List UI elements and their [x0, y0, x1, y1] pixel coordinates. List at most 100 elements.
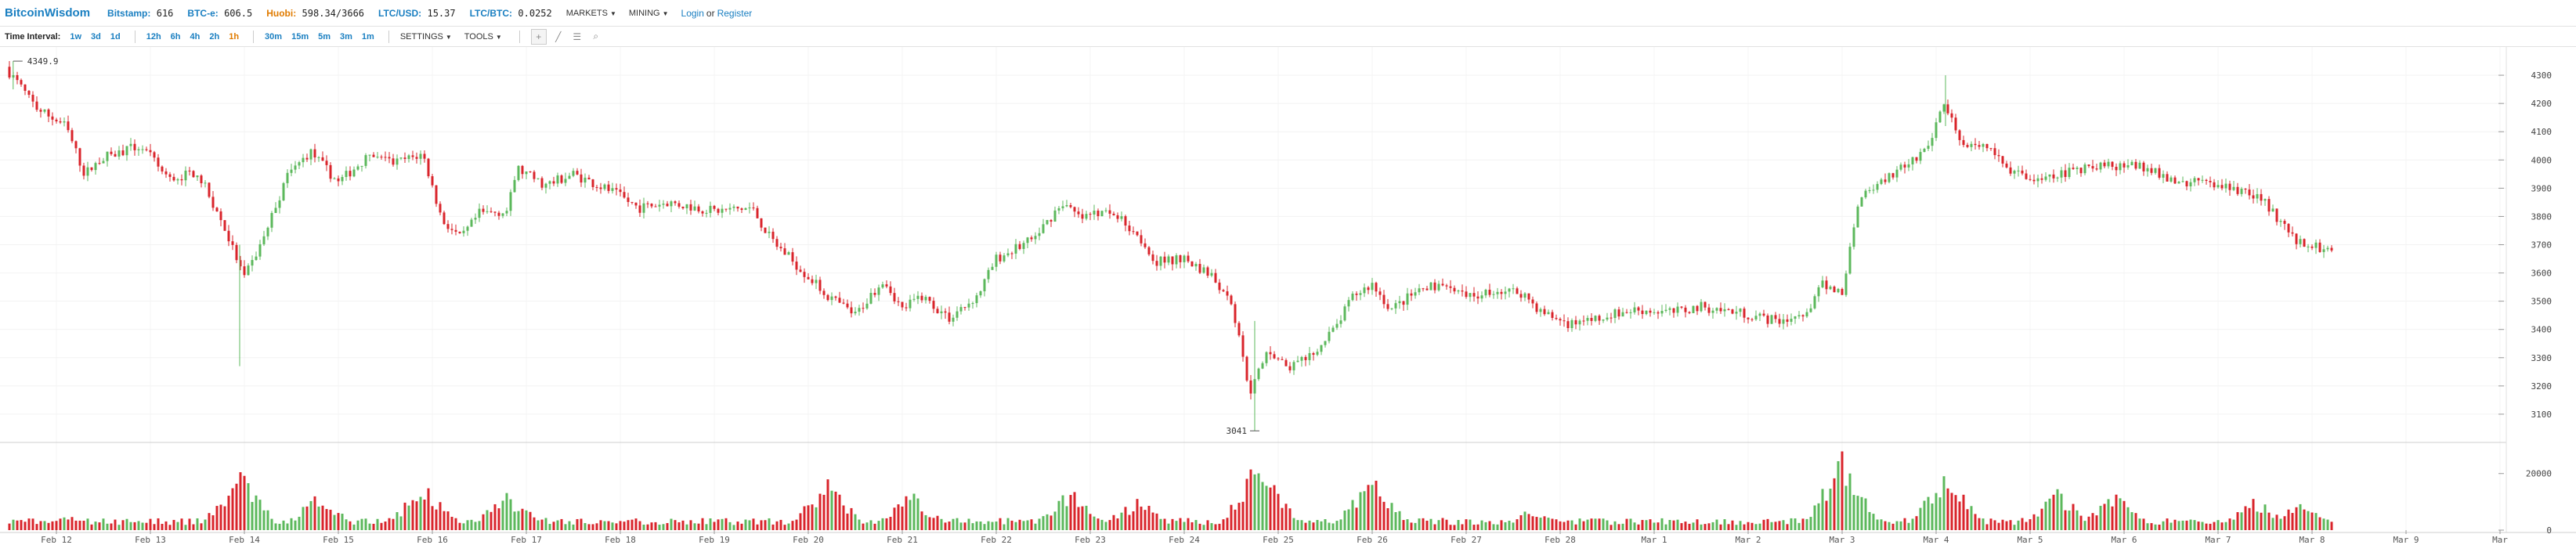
volume-bar [1731, 520, 1734, 530]
zoom-icon[interactable]: ⌕ [593, 31, 599, 42]
candle-body [352, 169, 356, 177]
candle-body [744, 208, 747, 211]
volume-bar [2107, 499, 2110, 530]
candle-body [940, 311, 943, 314]
candle-body [1159, 256, 1162, 266]
candle-body [1613, 309, 1617, 319]
price-tick-label: 3300 [2531, 353, 2553, 363]
volume-bar [1578, 518, 1581, 530]
interval-2h[interactable]: 2h [209, 31, 220, 42]
candle-body [443, 212, 446, 225]
tools-menu[interactable]: TOOLS ▼ [464, 32, 502, 42]
login-link[interactable]: Login [681, 7, 704, 19]
volume-bar [1331, 523, 1335, 530]
candle-body [540, 178, 544, 188]
interval-3m[interactable]: 3m [340, 31, 352, 42]
price-tick-label: 3100 [2531, 410, 2553, 420]
volume-bar [313, 496, 316, 530]
pencil-icon[interactable]: ╱ [555, 31, 562, 42]
volume-bar [380, 522, 383, 530]
volume-bar [47, 522, 50, 530]
crosshair-icon[interactable]: + [530, 28, 547, 45]
interval-1d[interactable]: 1d [110, 31, 121, 42]
lines-icon[interactable]: ☰ [573, 31, 582, 42]
candle-body [529, 171, 532, 173]
volume-bar [658, 525, 661, 530]
candle-body [360, 165, 363, 167]
volume-bar [1124, 507, 1127, 530]
volume-bar [1680, 523, 1683, 530]
volume-bar [1151, 512, 1154, 530]
interval-5m[interactable]: 5m [318, 31, 331, 42]
candle-body [219, 211, 222, 221]
candle-body [818, 280, 822, 291]
ticker-huobi[interactable]: Huobi: 598.34/3666 [266, 8, 364, 19]
toolbar-divider [518, 30, 520, 43]
volume-bar [1472, 525, 1476, 530]
volume-bar [572, 524, 575, 530]
volume-bar [2166, 518, 2169, 530]
interval-12h[interactable]: 12h [146, 31, 161, 42]
volume-bar [881, 518, 884, 530]
volume-bar [1790, 518, 1793, 530]
interval-1h[interactable]: 1h [229, 31, 240, 42]
volume-bar [771, 524, 775, 530]
price-chart[interactable]: 3100 3200 3300 3400 3500 3600 3700 3800 3900 4000… [0, 47, 2576, 545]
candle-body [556, 175, 559, 184]
register-link[interactable]: Register [717, 7, 753, 19]
candle-body [1801, 315, 1805, 317]
candle-body [435, 185, 438, 204]
volume-bar [2119, 498, 2122, 530]
volume-bar [1962, 494, 1965, 530]
markets-menu[interactable]: MARKETS ▼ [566, 9, 616, 18]
volume-bar [1085, 505, 1088, 530]
candle-body [1190, 261, 1194, 267]
interval-30m[interactable]: 30m [265, 31, 283, 42]
brand-logo[interactable]: BitcoinWisdom [5, 6, 91, 20]
interval-1w[interactable]: 1w [70, 31, 82, 42]
interval-1m[interactable]: 1m [361, 31, 374, 42]
volume-bar [215, 506, 219, 530]
ticker-bitstamp[interactable]: Bitstamp: 616 [107, 8, 173, 19]
volume-bar [568, 521, 571, 530]
volume-bar [815, 507, 818, 530]
settings-menu[interactable]: SETTINGS ▼ [400, 32, 452, 42]
volume-bar [2099, 505, 2102, 530]
interval-4h[interactable]: 4h [190, 31, 201, 42]
volume-bar [1143, 510, 1147, 530]
ticker-btce[interactable]: BTC-e: 606.5 [187, 8, 252, 19]
volume-bar [403, 502, 406, 530]
ticker-value: 606.5 [224, 7, 253, 19]
candle-body [971, 303, 974, 305]
mining-menu[interactable]: MINING ▼ [629, 9, 669, 18]
volume-bar [2244, 506, 2247, 530]
candle-body [1312, 352, 1315, 356]
candle-body [1931, 138, 1934, 146]
volume-bar [1692, 522, 1695, 530]
candle-body [1288, 366, 1292, 370]
candle-body [1888, 173, 1891, 182]
interval-6h[interactable]: 6h [170, 31, 181, 42]
candle-body [278, 200, 281, 208]
volume-bar [1512, 522, 1515, 530]
interval-15m[interactable]: 15m [291, 31, 309, 42]
ticker-ltc-usd[interactable]: LTC/USD: 15.37 [378, 8, 456, 19]
volume-bar [1476, 524, 1479, 530]
candle-body [1582, 320, 1585, 322]
time-tick-label: Feb 12 [41, 535, 72, 545]
candle-body [266, 227, 269, 236]
volume-bar [2201, 522, 2204, 530]
candle-body [1876, 183, 1879, 190]
volume-bar [23, 522, 27, 530]
interval-3d[interactable]: 3d [91, 31, 101, 42]
volume-bar [1089, 514, 1092, 530]
ticker-ltc-btc[interactable]: LTC/BTC: 0.0252 [470, 8, 552, 19]
volume-bar [517, 511, 520, 530]
volume-bar [86, 518, 89, 530]
candle-body [572, 171, 575, 176]
volume-bar [458, 522, 461, 530]
candle-body [1167, 256, 1170, 263]
volume-bar [967, 518, 970, 530]
candle-body [2197, 178, 2200, 181]
candle-body [8, 67, 11, 78]
